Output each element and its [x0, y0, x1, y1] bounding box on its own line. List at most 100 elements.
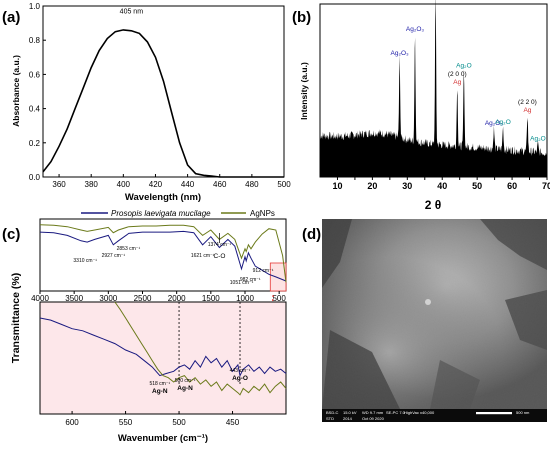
panel-c-zoom-region	[269, 262, 287, 292]
panel-c-bottom-frame	[39, 301, 287, 415]
panel-c-top-mucilage-spectrum	[39, 230, 287, 282]
panel-c-top-agnps-spectrum	[39, 224, 287, 283]
band-annotation: Ag-N	[177, 385, 193, 392]
band-annotation: 1051 cm⁻¹	[230, 280, 254, 286]
band-annotation: 500 cm⁻¹	[175, 378, 196, 384]
panel-a-peak-annotation: 405 nm	[120, 9, 144, 16]
band-annotation: 2927 cm⁻¹	[102, 253, 126, 259]
panel-a-letter: (a)	[2, 9, 20, 26]
panel-a-y-label: Absorbance (a.u.)	[11, 55, 21, 127]
band-annotation: 3310 cm⁻¹	[73, 258, 97, 264]
x-tick-label: 20	[367, 181, 377, 191]
peak-phase-label: Ag	[453, 79, 461, 86]
x-tick-label: 10	[332, 181, 342, 191]
sem-micrograph: BSD-C 15.0 kV WD 9.7 mm SE-PC 7.0 HighVac x40…	[322, 219, 547, 422]
panel-c-letter: (c)	[2, 226, 20, 243]
panel-a-x-ticks: 360 380 400 420 440 460 480 500	[52, 174, 291, 189]
panel-a: (a) 0.0 0.2 0.4 0.6 0.8 1.0 360 380 400 420 440 46…	[2, 2, 291, 203]
x-tick-label: 60	[507, 181, 517, 191]
panel-b-y-label: Intensity (a.u.)	[299, 62, 309, 120]
peak-phase-label: Ag	[523, 107, 531, 114]
y-tick-label: 1.0	[29, 2, 41, 11]
band-annotation: 1374 cm⁻¹	[208, 242, 232, 248]
panel-d-letter: (d)	[302, 226, 321, 243]
panel-c-x-label: Wavenumber (cm⁻¹)	[118, 433, 208, 444]
panel-c-legend: Prosopis laevigata mucilage AgNPs	[81, 209, 275, 218]
x-tick-label: 440	[181, 180, 195, 189]
x-tick-label: 30	[402, 181, 412, 191]
peak-phase-label: Ag₂O	[495, 119, 511, 126]
panel-b-x-label: 2 θ	[425, 198, 442, 212]
panel-c-bottom-mucilage-spectrum	[39, 317, 287, 378]
band-annotation: 2853 cm⁻¹	[117, 246, 141, 252]
x-tick-label: 2000	[168, 294, 186, 303]
y-tick-label: 0.0	[29, 173, 41, 182]
panel-b-x-ticks: 10 20 30 40 50 60 70	[332, 177, 550, 191]
panel-c: (c) Prosopis laevigata mucilage AgNPs 33…	[2, 209, 287, 444]
y-tick-label: 0.4	[29, 105, 41, 114]
panel-c-bottom-x-ticks: 600 550 500 450	[65, 411, 240, 427]
x-tick-label: 70	[542, 181, 550, 191]
x-tick-label: 3000	[99, 294, 117, 303]
x-tick-label: 500	[277, 180, 291, 189]
panel-c-top-x-ticks: 4000 3500 3000 2500 2000 1500 1000 500	[31, 291, 286, 303]
x-tick-label: 3500	[65, 294, 83, 303]
x-tick-label: 50	[472, 181, 482, 191]
legend-agnps-label: AgNPs	[250, 209, 275, 218]
panel-c-bottom-agnps-spectrum	[114, 301, 287, 396]
x-tick-label: 600	[65, 418, 79, 427]
x-tick-label: 400	[117, 180, 131, 189]
band-annotation: Ag-N	[152, 388, 168, 395]
panel-a-y-ticks: 0.0 0.2 0.4 0.6 0.8 1.0	[29, 2, 46, 182]
band-annotation: 982 cm⁻¹	[240, 277, 261, 283]
sem-info-item: 500 nm	[516, 410, 530, 415]
panel-a-absorbance-curve	[42, 29, 284, 178]
peak-phase-label: Ag₂O	[456, 62, 472, 69]
panel-b-diffractogram	[320, 0, 547, 177]
x-tick-label: 500	[172, 418, 186, 427]
sem-info-item: STD	[326, 416, 334, 421]
x-tick-label: 4000	[31, 294, 49, 303]
sem-texture	[322, 219, 547, 409]
peak-miller-index: (2 2 0)	[518, 99, 537, 106]
peak-miller-index: (2 0 0)	[448, 71, 467, 78]
peak-phase-label: Ag₂O₃	[406, 26, 425, 33]
x-tick-label: 380	[85, 180, 99, 189]
peak-phase-label: Ag₂O	[530, 135, 546, 142]
x-tick-label: 500	[272, 294, 286, 303]
x-tick-label: 420	[149, 180, 163, 189]
sem-info-item: 15.0 kV	[343, 410, 357, 415]
panel-d: (d)	[302, 219, 547, 422]
sem-info-item: HighVac	[404, 410, 419, 415]
sem-info-item: SE-PC 7.0	[386, 410, 406, 415]
x-tick-label: 1500	[202, 294, 220, 303]
sem-info-item: BSD-C	[326, 410, 339, 415]
x-tick-label: 460	[213, 180, 227, 189]
panel-c-bottom-reference-lines	[178, 302, 241, 384]
band-annotation: 518 cm⁻¹	[149, 381, 170, 387]
panel-a-plot-frame	[42, 5, 285, 178]
panel-a-x-label: Wavelength (nm)	[125, 192, 201, 203]
band-annotation: Ag-O	[232, 375, 248, 382]
x-tick-label: 550	[119, 418, 133, 427]
peak-phase-label: Ag₂O₃	[485, 120, 504, 127]
band-annotation: 1621 cm⁻¹	[191, 253, 215, 259]
x-tick-label: 2500	[134, 294, 152, 303]
x-tick-label: 480	[245, 180, 259, 189]
y-tick-label: 0.6	[29, 70, 41, 79]
sem-info-item: x40,000	[420, 410, 435, 415]
x-tick-label: 40	[437, 181, 447, 191]
sem-info-text: BSD-C 15.0 kV WD 9.7 mm SE-PC 7.0 HighVac x40…	[326, 410, 530, 421]
panel-c-y-label: Transmittance (%)	[10, 273, 22, 363]
sem-info-item: 2014	[343, 416, 353, 421]
x-tick-label: 450	[226, 418, 240, 427]
x-tick-label: 360	[52, 180, 66, 189]
y-tick-label: 0.2	[29, 139, 41, 148]
panel-c-top-frame	[39, 218, 287, 292]
peak-phase-label: Ag₂O₃	[391, 50, 410, 57]
